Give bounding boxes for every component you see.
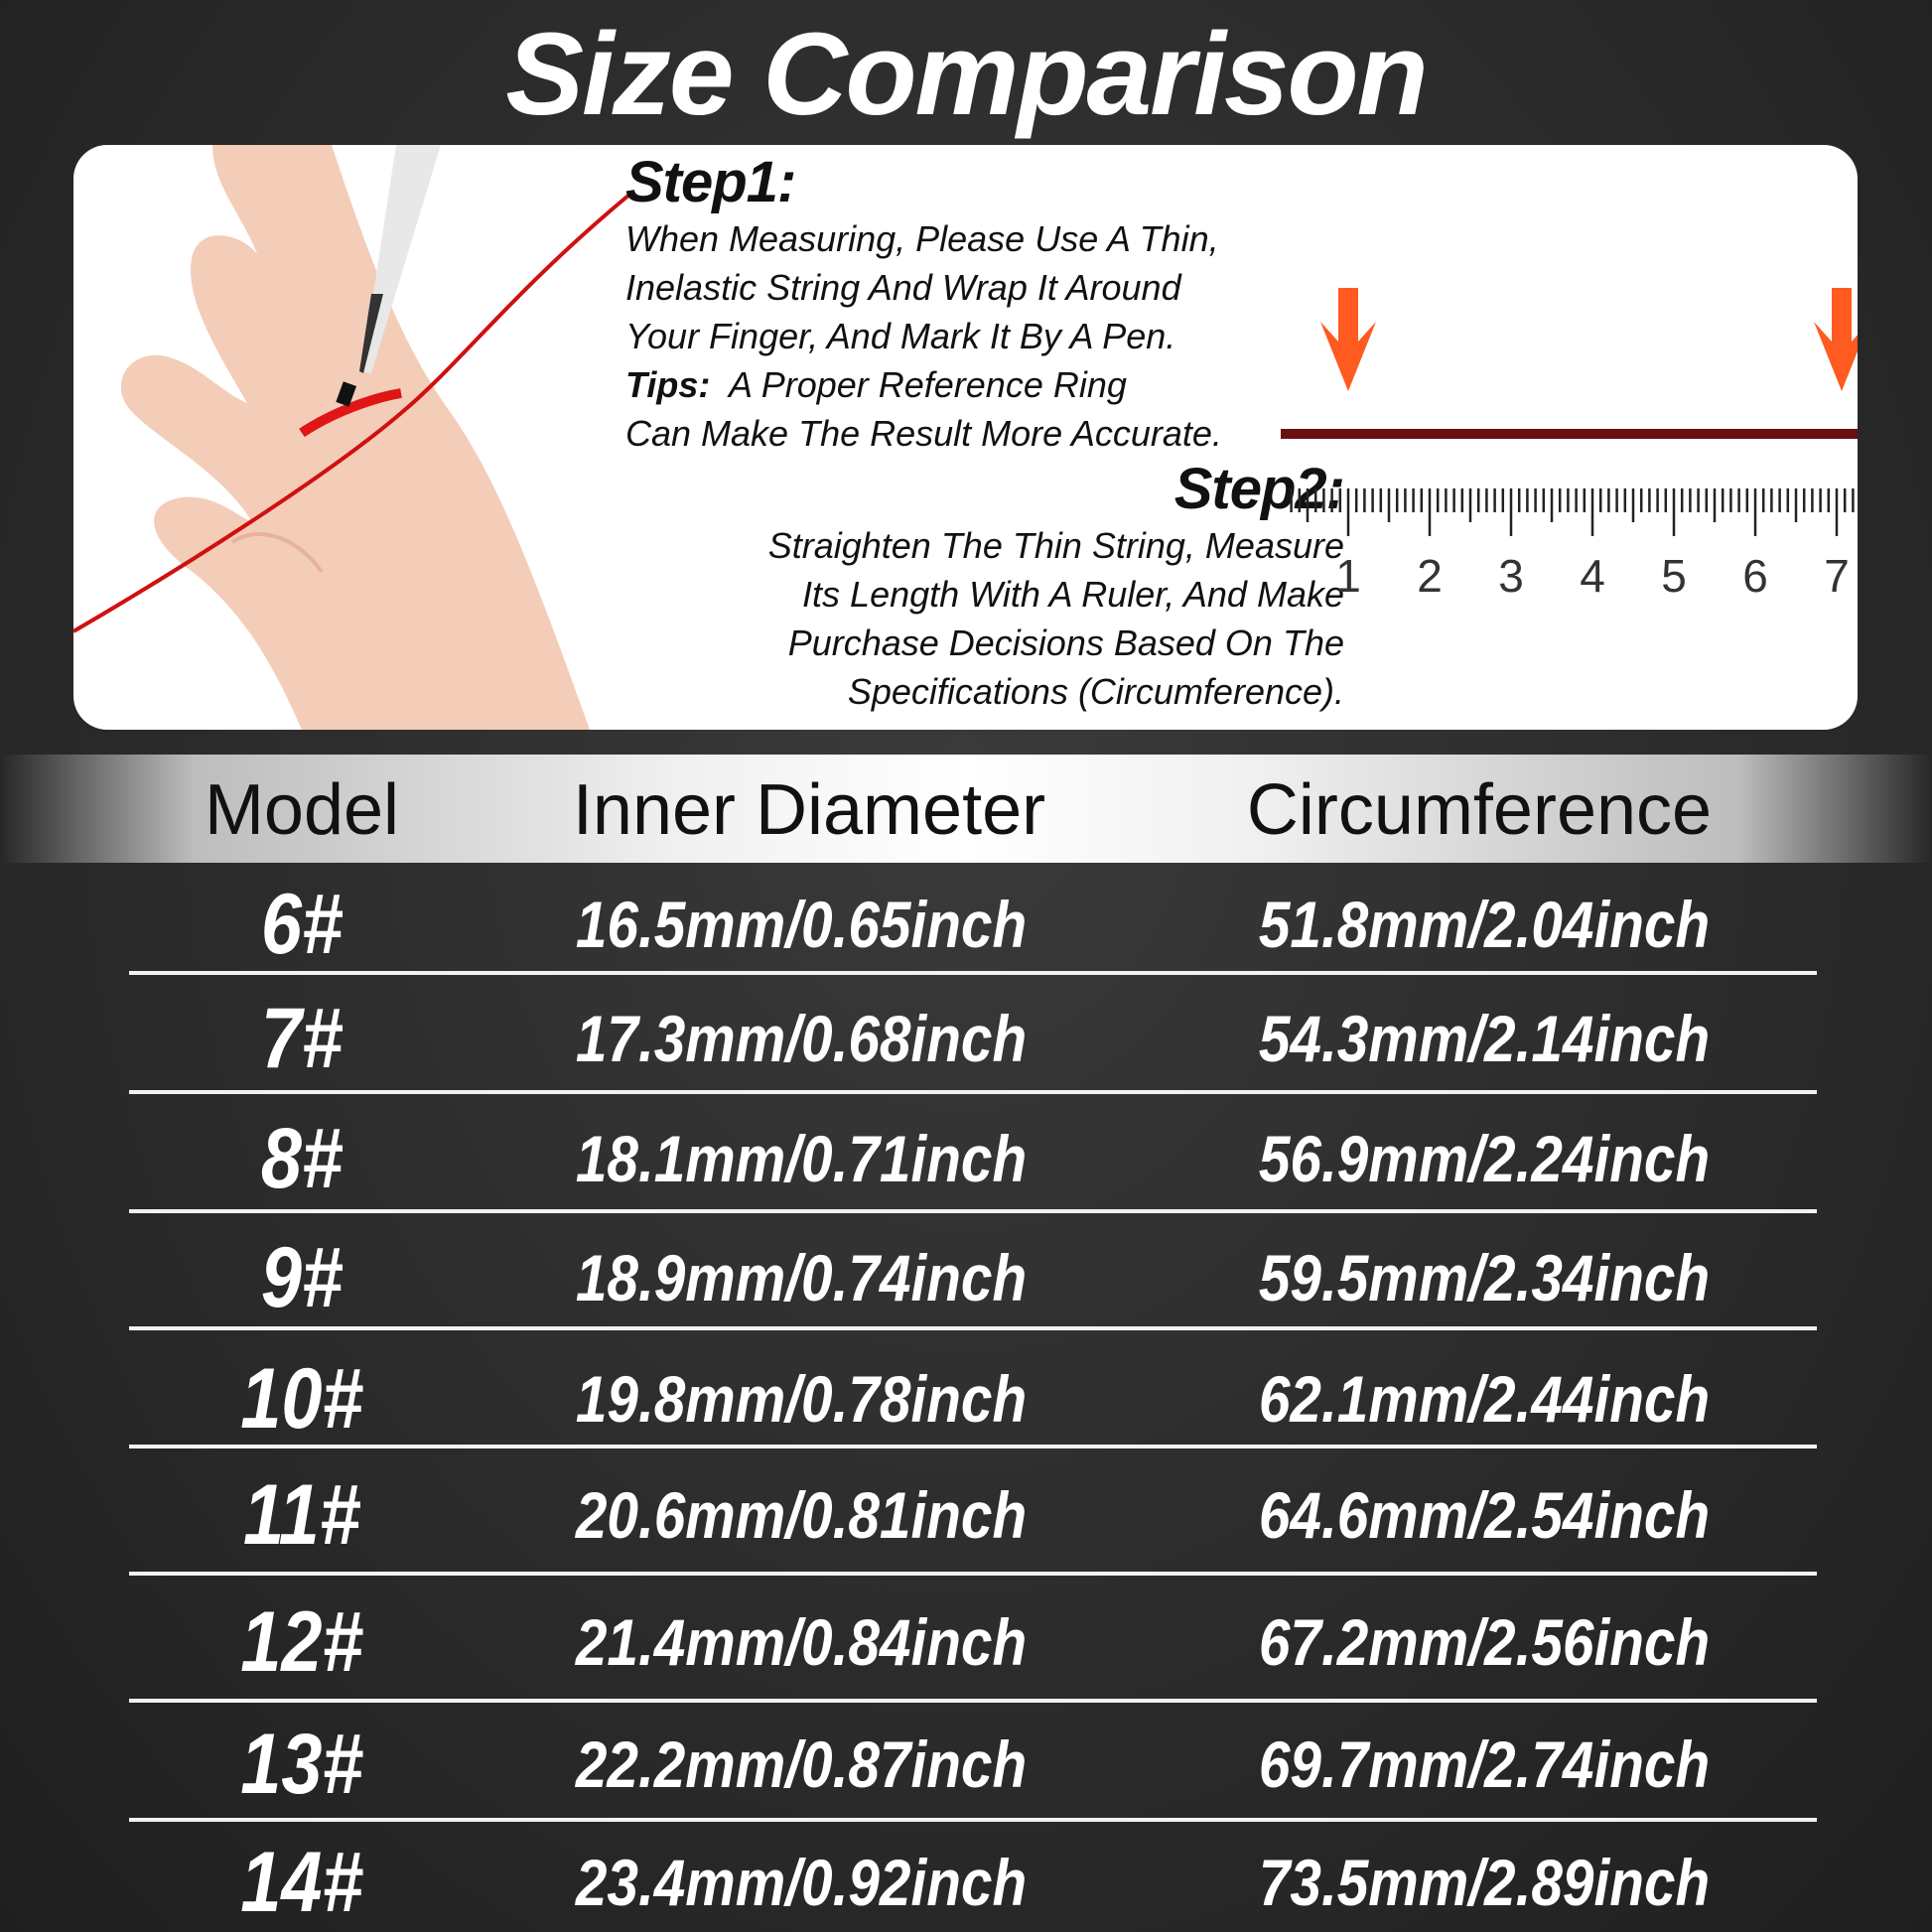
step2-line: Straighten The Thin String, Measure [767, 525, 1344, 566]
tips-line: A Proper Reference Ring [729, 364, 1127, 405]
table-row: 8# 18.1mm/0.71inch 56.9mm/2.24inch [0, 1109, 1932, 1208]
row-divider [129, 1209, 1817, 1213]
hand-measuring-illustration [73, 145, 631, 730]
step1-line: When Measuring, Please Use A Thin, [625, 218, 1219, 259]
row-divider [129, 1818, 1817, 1822]
ruler-number: 6 [1742, 550, 1768, 602]
inner-diameter-cell: 19.8mm/0.78inch [575, 1362, 1028, 1436]
row-divider [129, 1445, 1817, 1449]
model-cell: 6# [260, 877, 344, 972]
string-line [1281, 429, 1858, 439]
inner-diameter-cell: 21.4mm/0.84inch [575, 1605, 1028, 1679]
circumference-cell: 73.5mm/2.89inch [1258, 1846, 1711, 1919]
instructions-panel: Step1: When Measuring, Please Use A Thin… [73, 145, 1858, 730]
header-inner-diameter: Inner Diameter [572, 770, 1046, 850]
ruler-number: 7 [1824, 550, 1850, 602]
circumference-cell: 69.7mm/2.74inch [1258, 1727, 1711, 1801]
table-row: 13# 22.2mm/0.87inch 69.7mm/2.74inch [0, 1715, 1932, 1814]
model-cell: 10# [240, 1351, 363, 1447]
inner-diameter-cell: 18.9mm/0.74inch [575, 1241, 1028, 1314]
step2-title: Step2: [1173, 457, 1345, 521]
inner-diameter-cell: 23.4mm/0.92inch [575, 1846, 1028, 1919]
step2-line: Specifications (Circumference). [847, 671, 1344, 712]
model-cell: 12# [240, 1594, 363, 1690]
arrow-down-icon [1814, 288, 1858, 391]
ruler-number: 1 [1335, 550, 1361, 602]
model-cell: 7# [260, 991, 344, 1086]
tips-label: Tips: [625, 364, 711, 405]
circumference-cell: 51.8mm/2.04inch [1258, 888, 1711, 961]
row-divider [129, 1326, 1817, 1330]
step1-line: Your Finger, And Mark It By A Pen. [625, 316, 1176, 356]
step2-line: Its Length With A Ruler, And Make [802, 574, 1344, 615]
model-cell: 13# [240, 1717, 363, 1812]
table-row: 14# 23.4mm/0.92inch 73.5mm/2.89inch [0, 1833, 1932, 1932]
row-divider [129, 1090, 1817, 1094]
step2-line: Purchase Decisions Based On The [787, 622, 1344, 663]
model-cell: 9# [260, 1230, 344, 1325]
model-cell: 11# [243, 1467, 360, 1563]
circumference-cell: 56.9mm/2.24inch [1258, 1122, 1711, 1195]
inner-diameter-cell: 22.2mm/0.87inch [575, 1727, 1028, 1801]
ruler-number: 5 [1661, 550, 1687, 602]
header-circumference: Circumference [1246, 770, 1713, 850]
ruler-number: 3 [1498, 550, 1524, 602]
row-divider [129, 1699, 1817, 1703]
ruler-number: 4 [1580, 550, 1605, 602]
inner-diameter-cell: 20.6mm/0.81inch [575, 1478, 1028, 1552]
inner-diameter-cell: 17.3mm/0.68inch [575, 1002, 1028, 1075]
instruction-text: Step1: When Measuring, Please Use A Thin… [625, 150, 1345, 716]
table-row: 12# 21.4mm/0.84inch 67.2mm/2.56inch [0, 1592, 1932, 1692]
table-row: 7# 17.3mm/0.68inch 54.3mm/2.14inch [0, 989, 1932, 1088]
table-header: Model Inner Diameter Circumference [0, 755, 1932, 863]
circumference-cell: 54.3mm/2.14inch [1258, 1002, 1711, 1075]
model-cell: 8# [260, 1111, 344, 1206]
table-row: 10# 19.8mm/0.78inch 62.1mm/2.44inch [0, 1349, 1932, 1449]
table-row: 11# 20.6mm/0.81inch 64.6mm/2.54inch [0, 1465, 1932, 1565]
circumference-cell: 67.2mm/2.56inch [1258, 1605, 1711, 1679]
arrow-down-icon [1320, 288, 1376, 391]
table-row: 9# 18.9mm/0.74inch 59.5mm/2.34inch [0, 1228, 1932, 1327]
tips-line: Can Make The Result More Accurate. [625, 413, 1222, 454]
step1-line: Inelastic String And Wrap It Around [625, 267, 1181, 308]
header-model: Model [204, 770, 400, 850]
circumference-cell: 62.1mm/2.44inch [1258, 1362, 1711, 1436]
row-divider [129, 1572, 1817, 1576]
inner-diameter-cell: 18.1mm/0.71inch [575, 1122, 1028, 1195]
row-divider [129, 971, 1817, 975]
table-row: 6# 16.5mm/0.65inch 51.8mm/2.04inch [0, 875, 1932, 974]
step1-title: Step1: [625, 150, 796, 214]
inner-diameter-cell: 16.5mm/0.65inch [575, 888, 1028, 961]
circumference-cell: 64.6mm/2.54inch [1258, 1478, 1711, 1552]
ruler-illustration: 1 2 3 4 5 6 7 [1281, 288, 1858, 602]
page-title: Size Comparison [505, 9, 1428, 140]
ruler-number: 2 [1417, 550, 1443, 602]
circumference-cell: 59.5mm/2.34inch [1258, 1241, 1711, 1314]
model-cell: 14# [240, 1835, 363, 1930]
